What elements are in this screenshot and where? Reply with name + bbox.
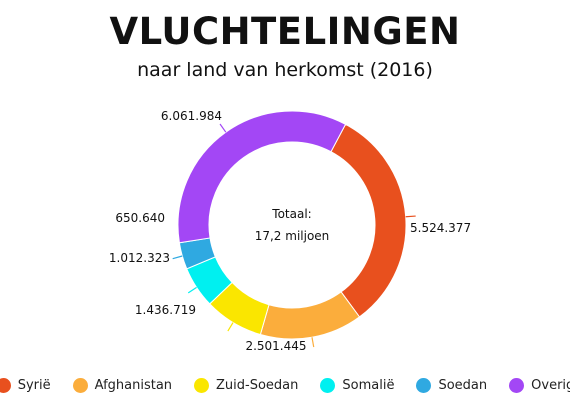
legend-item: Overig — [509, 377, 570, 393]
chart-legend: Syrië Afghanistan Zuid-Soedan Somalië Soedan… — [0, 374, 570, 396]
value-label-syri-: 5.524.377 — [410, 221, 471, 235]
leader-line — [172, 255, 183, 260]
donut-chart: 5.524.377 2.501.445 1.436.719 1.012.323 650.… — [109, 109, 471, 353]
legend-item: Somalië — [320, 377, 395, 393]
slice-afghanistan — [259, 291, 361, 340]
legend-label: Zuid-Soedan — [216, 377, 299, 393]
center-total-label: Totaal: — [271, 207, 311, 221]
legend-label: Somalië — [342, 377, 395, 393]
legend-swatch — [194, 377, 210, 393]
legend-label: Soedan — [438, 377, 488, 393]
legend-item: Soedan — [416, 377, 488, 393]
legend-swatch — [320, 377, 336, 393]
chart-title: VLUCHTELINGEN — [109, 10, 461, 53]
leader-line — [219, 123, 227, 133]
leader-line — [311, 337, 315, 348]
center-total-value: 17,2 miljoen — [255, 229, 330, 243]
legend-item: Syrië — [0, 377, 51, 393]
slice-syri- — [330, 123, 407, 318]
legend-swatch — [72, 377, 88, 393]
slice-overig — [177, 110, 347, 244]
leader-line — [187, 286, 197, 294]
value-label-soedan: 650.640 — [115, 211, 165, 225]
legend-swatch — [0, 377, 11, 393]
legend-swatch — [416, 377, 432, 393]
value-label-zuid-soedan: 1.436.719 — [135, 303, 196, 317]
legend-swatch — [509, 377, 525, 393]
chart-subtitle: naar land van herkomst (2016) — [137, 59, 433, 81]
leader-line — [227, 322, 234, 332]
value-label-somali-: 1.012.323 — [109, 251, 170, 265]
value-label-overig: 6.061.984 — [161, 109, 222, 123]
legend-item: Afghanistan — [72, 377, 173, 393]
leader-line — [405, 215, 416, 218]
legend-label: Overig — [531, 377, 570, 393]
legend-label: Afghanistan — [94, 377, 173, 393]
legend-label: Syrië — [17, 377, 51, 393]
value-label-afghanistan: 2.501.445 — [245, 339, 306, 353]
legend-item: Zuid-Soedan — [194, 377, 299, 393]
